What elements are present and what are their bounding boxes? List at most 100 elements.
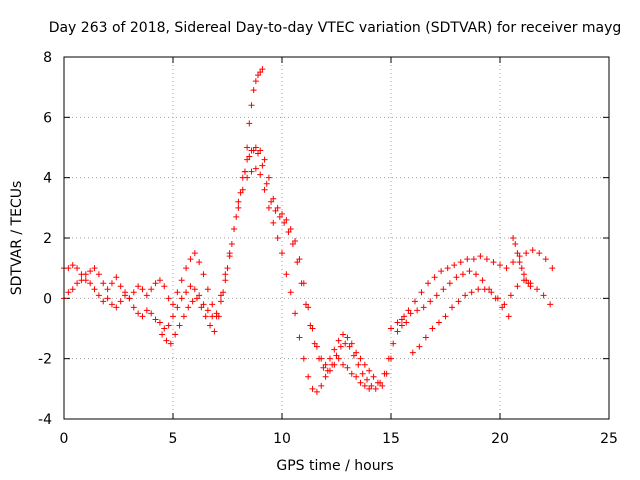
data-point: [342, 340, 349, 347]
data-point: [148, 310, 155, 317]
data-point: [398, 316, 405, 323]
data-point: [464, 256, 471, 263]
y-tick-label: 6: [43, 110, 52, 126]
data-point: [87, 280, 94, 287]
data-point: [388, 325, 394, 332]
data-point: [274, 235, 281, 241]
data-point: [217, 298, 224, 305]
data-point: [394, 319, 401, 326]
y-tick-label: 0: [43, 291, 52, 307]
data-point: [411, 298, 418, 305]
data-point: [100, 298, 107, 305]
data-point: [255, 72, 262, 79]
data-point: [139, 313, 146, 320]
data-point: [257, 69, 264, 76]
data-point: [305, 373, 312, 380]
data-point: [174, 304, 181, 311]
data-point: [309, 385, 316, 392]
series-track-3: [159, 147, 410, 392]
data-point: [516, 259, 523, 266]
data-point: [409, 349, 416, 356]
data-point: [527, 283, 534, 290]
data-point: [379, 382, 386, 389]
data-point: [366, 367, 373, 374]
data-point: [287, 225, 294, 232]
data-point: [143, 292, 150, 299]
y-tick-label: -4: [38, 412, 52, 428]
data-point: [401, 313, 408, 320]
series-track-7: [409, 277, 554, 356]
data-point: [514, 283, 521, 290]
data-point: [287, 289, 294, 296]
data-point: [228, 241, 235, 248]
data-point: [200, 301, 207, 308]
x-tick-label: 10: [273, 431, 291, 447]
data-point: [196, 292, 203, 299]
data-point: [100, 280, 107, 287]
data-point: [505, 313, 512, 320]
data-point: [353, 373, 360, 380]
series-track-4: [241, 66, 266, 175]
data-point: [91, 286, 98, 293]
data-point: [416, 343, 423, 350]
data-point: [200, 271, 207, 278]
data-point: [163, 337, 170, 344]
data-point: [78, 271, 85, 278]
data-point: [422, 334, 429, 341]
data-point: [466, 268, 473, 275]
data-point: [202, 313, 209, 320]
data-point: [74, 265, 81, 272]
data-point: [364, 376, 371, 383]
data-point: [311, 340, 318, 347]
data-point: [442, 313, 449, 320]
data-point: [274, 204, 281, 211]
data-point: [246, 153, 253, 160]
axis-tick-labels: 0 5 10 15 20 25 -4 -2 0 2 4 6 8: [38, 50, 618, 447]
data-point: [261, 186, 268, 193]
data-point: [231, 225, 238, 232]
data-point: [322, 373, 329, 380]
data-point: [248, 102, 255, 109]
data-point: [407, 310, 414, 317]
data-point: [95, 271, 102, 278]
data-point: [174, 289, 181, 296]
data-point: [207, 322, 214, 329]
data-point: [224, 265, 231, 272]
data-point: [340, 331, 347, 338]
data-point: [156, 319, 163, 326]
data-point: [191, 286, 198, 293]
data-point: [204, 307, 211, 314]
data-point: [507, 292, 514, 299]
data-point: [285, 228, 292, 235]
data-point: [453, 274, 460, 281]
data-point: [483, 256, 490, 263]
data-point: [279, 250, 285, 257]
data-point: [348, 340, 355, 347]
data-point: [468, 289, 475, 296]
data-point: [220, 289, 227, 296]
data-point: [87, 268, 94, 275]
data-point: [516, 253, 523, 260]
data-point: [191, 250, 198, 257]
data-point: [211, 328, 218, 335]
data-point: [420, 304, 427, 311]
data-point: [259, 162, 266, 169]
chart-title: Day 263 of 2018, Sidereal Day-to-day VTE…: [49, 20, 622, 36]
series-track-6: [398, 247, 556, 323]
data-point: [427, 298, 434, 305]
data-point: [130, 289, 137, 296]
data-point: [185, 304, 192, 311]
data-point: [429, 325, 436, 332]
data-point: [152, 316, 159, 323]
data-point: [244, 144, 251, 151]
data-point: [440, 286, 447, 293]
data-point: [366, 385, 373, 392]
data-point: [542, 256, 549, 263]
data-point: [272, 207, 279, 214]
data-point: [252, 78, 259, 85]
data-point: [481, 286, 488, 293]
data-point: [425, 280, 432, 287]
data-point: [252, 165, 259, 172]
data-point: [172, 331, 179, 338]
data-point: [235, 204, 242, 211]
